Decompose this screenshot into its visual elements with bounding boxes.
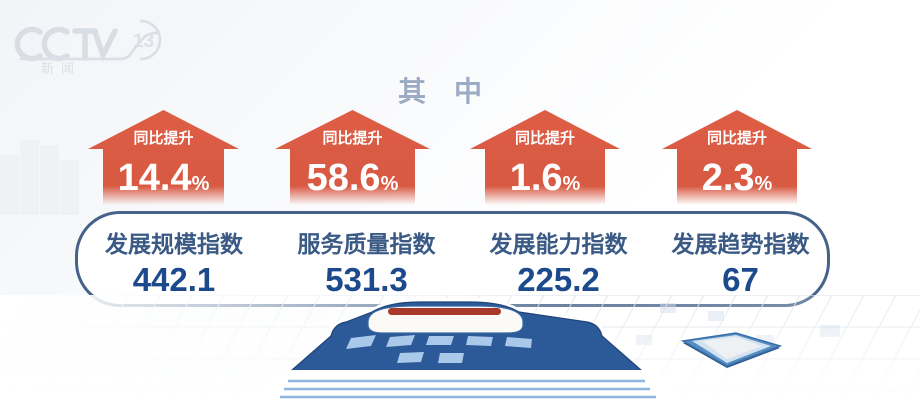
svg-text:同比提升: 同比提升 [133, 129, 193, 147]
svg-text:同比提升: 同比提升 [707, 129, 767, 147]
svg-text:同比提升: 同比提升 [322, 129, 382, 147]
svg-text:同比提升: 同比提升 [515, 129, 575, 147]
